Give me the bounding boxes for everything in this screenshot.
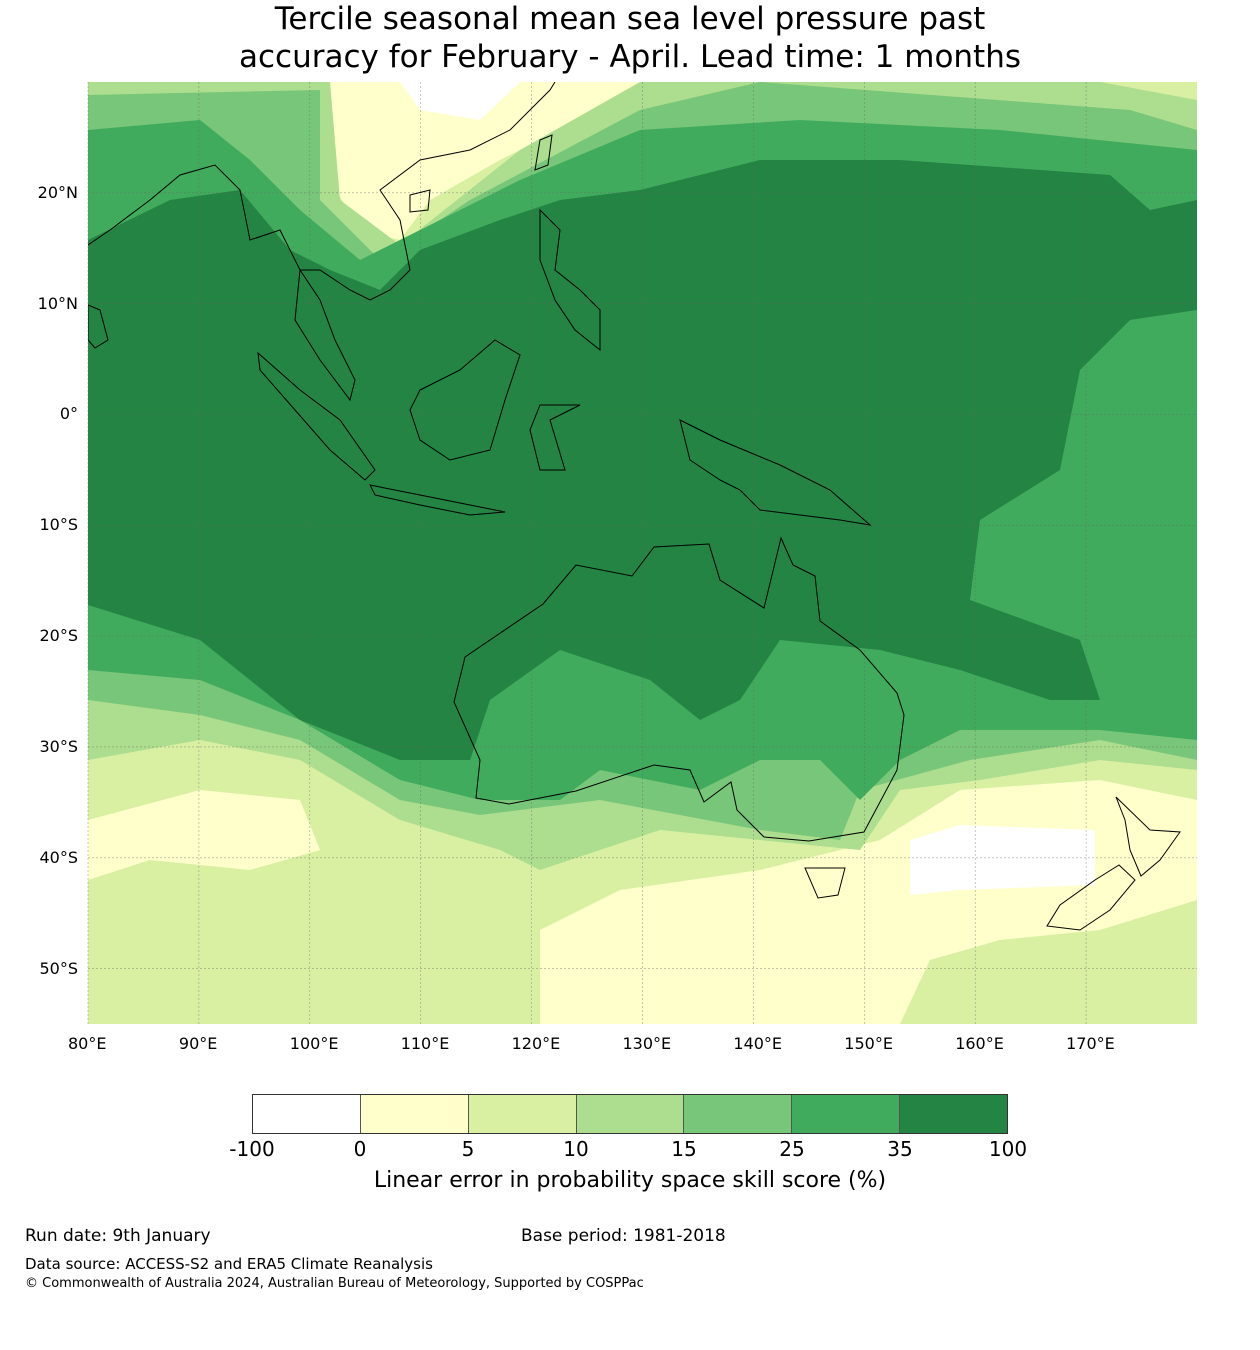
skill-score-map (87, 82, 1197, 1024)
colorbar-tick-label: 35 (887, 1137, 913, 1161)
coast-new-zealand-north (1115, 796, 1181, 877)
coast-java (369, 484, 506, 516)
colorbar-swatch (684, 1095, 793, 1133)
colorbar-swatch (360, 1095, 469, 1133)
colorbar-swatch (253, 1095, 361, 1133)
lon-tick-label: 130°E (622, 1034, 672, 1053)
run-date: Run date: 9th January (25, 1226, 211, 1246)
lon-tick-label: 100°E (289, 1034, 339, 1053)
coast-tasmania (804, 867, 846, 899)
colorbar-tick-label: 15 (671, 1137, 697, 1161)
lon-tick-label: 80°E (68, 1034, 107, 1053)
lat-tick-label: 20°S (39, 626, 78, 646)
zone-below-0 (910, 825, 1095, 895)
lon-tick-label: 90°E (178, 1034, 218, 1053)
lon-tick-label: 150°E (844, 1034, 893, 1053)
colorbar-tick-label: 10 (563, 1137, 589, 1161)
lat-tick-label: 10°S (39, 515, 78, 535)
lat-tick-label: 20°N (37, 182, 78, 202)
coast-sri-lanka (88, 304, 109, 349)
coast-taiwan (534, 134, 553, 171)
lon-tick-label: 110°E (400, 1034, 450, 1053)
graticule (87, 82, 1197, 1024)
colorbar-swatch (468, 1095, 577, 1133)
colorbar-tick-label: 25 (779, 1137, 805, 1161)
colorbar-tick-label: -100 (229, 1137, 275, 1161)
zone-0-5-north (320, 82, 640, 240)
coast-new-guinea (679, 419, 872, 526)
colorbar-swatch (900, 1095, 1008, 1133)
coast-asia-mainland (88, 82, 556, 301)
colorbar-swatch (792, 1095, 901, 1133)
coast-new-zealand-south (1046, 864, 1136, 931)
lat-tick-label: 0° (59, 404, 78, 424)
coastlines (88, 82, 1181, 931)
data-source: Data source: ACCESS-S2 and ERA5 Climate … (25, 1255, 433, 1273)
lat-tick-label: 10°N (37, 293, 78, 313)
coast-australia (453, 536, 905, 842)
colorbar-tick-label: 100 (988, 1137, 1028, 1161)
chart-title: Tercile seasonal mean sea level pressure… (0, 0, 1260, 76)
coast-sumatra (257, 351, 376, 481)
lat-tick-label: 50°S (39, 958, 78, 978)
lon-tick-label: 170°E (1066, 1034, 1115, 1053)
lat-tick-label: 40°S (39, 847, 78, 867)
coast-sulawesi (529, 404, 581, 471)
colorbar (252, 1094, 1008, 1134)
title-line-1: Tercile seasonal mean sea level pressure… (274, 1, 986, 37)
coast-philippines (539, 208, 601, 352)
coast-hainan (409, 189, 431, 213)
colorbar-title: Linear error in probability space skill … (373, 1168, 887, 1193)
lon-tick-label: 160°E (955, 1034, 1004, 1053)
lat-tick-label: 30°S (39, 736, 78, 756)
copyright: © Commonwealth of Australia 2024, Austra… (25, 1276, 644, 1291)
coast-malay-peninsula (294, 268, 356, 402)
title-line-2: accuracy for February - April. Lead time… (238, 39, 1022, 75)
colorbar-tick-label: 5 (461, 1137, 475, 1161)
coast-borneo (409, 339, 521, 461)
colorbar-tick-label: 0 (353, 1137, 367, 1161)
lon-tick-label: 120°E (511, 1034, 561, 1053)
base-period: Base period: 1981-2018 (521, 1226, 726, 1246)
colorbar-swatch (576, 1095, 685, 1133)
zone-below-0-north (400, 82, 520, 120)
lon-tick-label: 140°E (733, 1034, 783, 1053)
